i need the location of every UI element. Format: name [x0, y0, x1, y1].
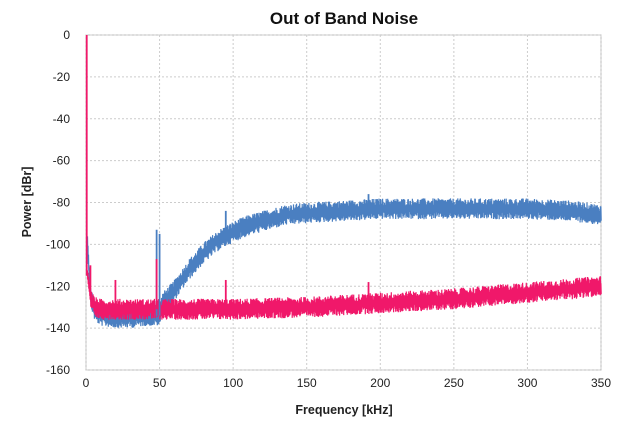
y-tick-label: -80 — [53, 196, 71, 210]
y-tick-label: 0 — [63, 28, 70, 42]
x-tick-label: 150 — [297, 376, 317, 390]
y-tick-label: -40 — [53, 112, 71, 126]
y-tick-label: -120 — [46, 279, 70, 293]
y-tick-label: -140 — [46, 321, 70, 335]
x-tick-label: 300 — [517, 376, 537, 390]
x-axis-label: Frequency [kHz] — [295, 403, 392, 417]
series-pink — [86, 270, 602, 320]
chart-title: Out of Band Noise — [270, 9, 418, 28]
series-group — [85, 35, 602, 329]
y-tick-label: -20 — [53, 70, 71, 84]
tick-labels: 0 50 100 150 200 250 300 350 0 -20 -40 -60 -80 -100 -1… — [46, 28, 611, 390]
y-tick-label: -100 — [46, 237, 70, 251]
y-tick-label: -60 — [53, 154, 71, 168]
y-axis-label: Power [dBr] — [20, 167, 34, 238]
x-tick-label: 0 — [83, 376, 90, 390]
x-tick-label: 100 — [223, 376, 243, 390]
series-blue — [86, 198, 602, 329]
x-tick-label: 250 — [444, 376, 464, 390]
y-tick-label: -160 — [46, 363, 70, 377]
x-tick-label: 50 — [153, 376, 167, 390]
x-tick-label: 200 — [370, 376, 390, 390]
x-tick-label: 350 — [591, 376, 611, 390]
